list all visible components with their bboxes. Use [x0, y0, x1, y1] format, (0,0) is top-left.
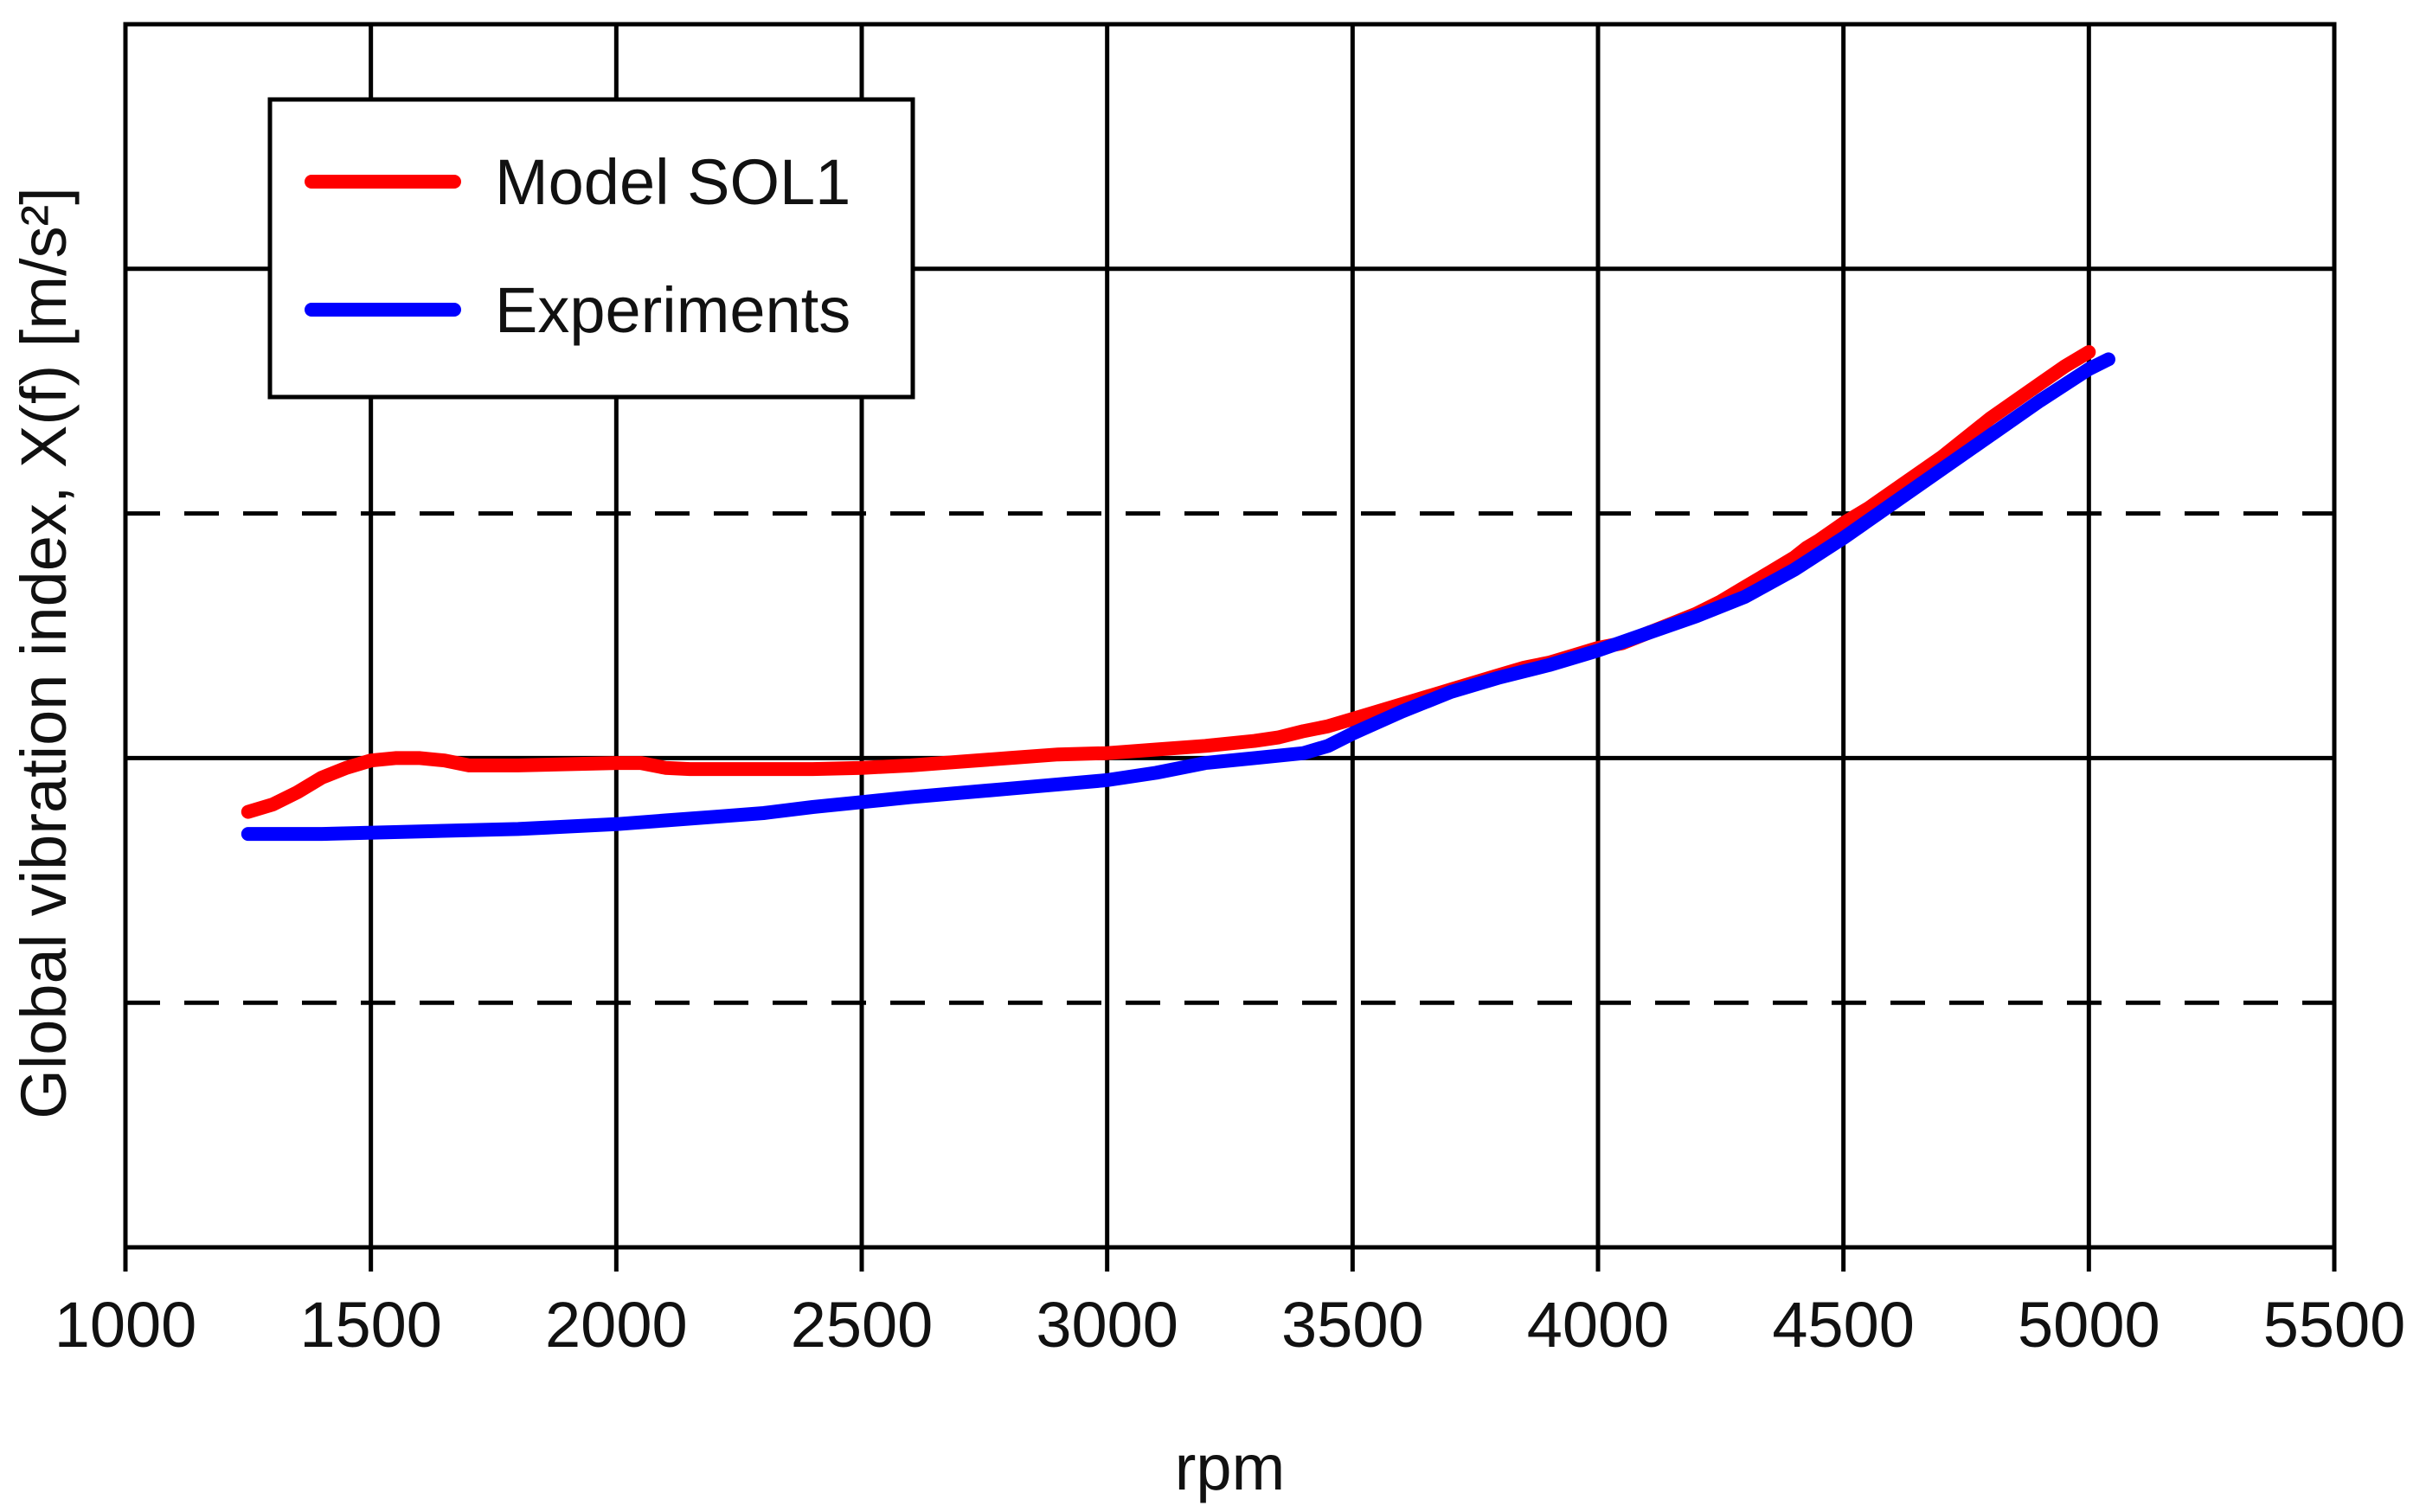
x-tick-label-2500: 2500: [791, 1289, 934, 1361]
x-tick-label-3500: 3500: [1281, 1289, 1424, 1361]
legend-label-experiments: Experiments: [495, 274, 850, 346]
series-layer: [241, 345, 2115, 842]
x-tick-label-2000: 2000: [545, 1289, 688, 1361]
legend: Model SOL1 Experiments: [267, 97, 915, 400]
x-tick-label-1500: 1500: [299, 1289, 442, 1361]
y-axis-title: Global vibration index, X(f) [m/s²]: [8, 187, 80, 1118]
x-tick-label-4000: 4000: [1527, 1289, 1670, 1361]
x-axis: 1000 1500 2000 2500 3000 3500 4000 4500 5000 5500: [55, 1247, 2406, 1361]
x-tick-label-3000: 3000: [1036, 1289, 1178, 1361]
x-tick-label-4500: 4500: [1772, 1289, 1915, 1361]
x-tick-label-1000: 1000: [55, 1289, 197, 1361]
x-tick-label-5500: 5500: [2263, 1289, 2406, 1361]
x-tick-label-5000: 5000: [2018, 1289, 2160, 1361]
series-line-experiments: [241, 352, 2115, 842]
plot-frame: [123, 22, 2337, 1250]
legend-box: [267, 97, 915, 400]
x-axis-title: rpm: [1175, 1432, 1285, 1503]
series-line-model-sol1: [241, 345, 2096, 819]
legend-label-model-sol1: Model SOL1: [495, 146, 850, 218]
